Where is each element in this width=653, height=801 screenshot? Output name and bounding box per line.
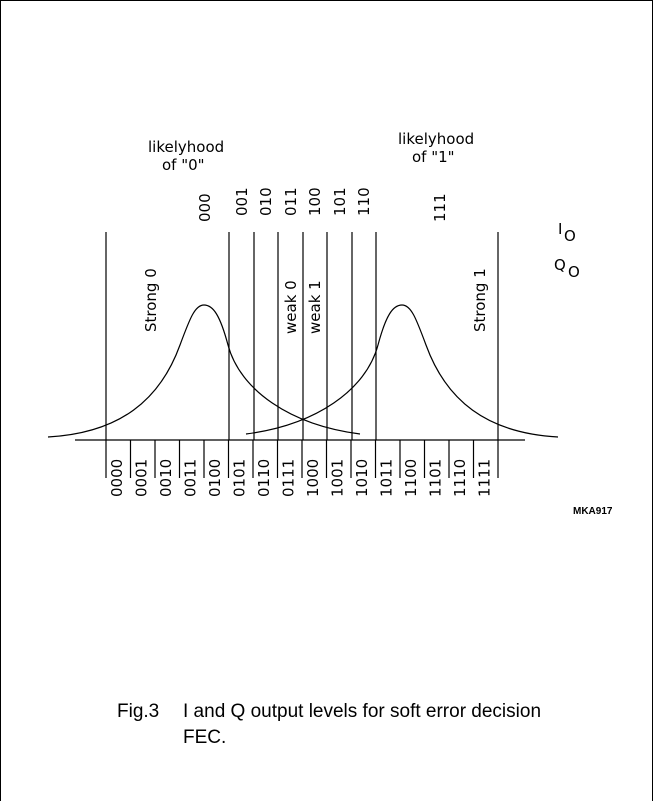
- caption-number: Fig.3: [117, 701, 160, 722]
- bottom-code-0001: 0001: [133, 459, 151, 497]
- bottom-code-0110: 0110: [255, 459, 273, 497]
- top-code-100: 100: [306, 187, 324, 216]
- top-code-101: 101: [331, 187, 349, 216]
- q0-label: Q: [554, 256, 566, 274]
- bottom-code-1001: 1001: [329, 459, 347, 497]
- bottom-code-0010: 0010: [157, 459, 175, 497]
- bottom-code-1011: 1011: [378, 459, 396, 497]
- figure-caption: Fig.3 I and Q output levels for soft erro…: [117, 699, 587, 751]
- likelyhood-one-line2: of "1": [412, 148, 455, 166]
- bottom-code-0011: 0011: [182, 459, 200, 497]
- bottom-code-1100: 1100: [402, 459, 420, 497]
- bottom-code-1101: 1101: [427, 459, 445, 497]
- top-code-011: 011: [282, 187, 300, 216]
- i0-subscript: O: [564, 227, 576, 245]
- top-code-111: 111: [431, 193, 449, 222]
- top-code-110: 110: [355, 187, 373, 216]
- strong1-label: Strong 1: [471, 268, 489, 332]
- top-code-001: 001: [233, 187, 251, 216]
- bottom-ticks: [105, 440, 499, 478]
- bottom-code-1010: 1010: [353, 459, 371, 497]
- q0-subscript: O: [568, 263, 580, 281]
- bottom-code-0111: 0111: [280, 459, 298, 497]
- top-code-labels: 000 001 010 011 100 101 110 111: [196, 187, 449, 222]
- reference-code: MKA917: [573, 506, 613, 517]
- weak1-label: weak 1: [306, 280, 324, 334]
- likelihood-curve-one: [245, 304, 559, 438]
- bottom-code-0101: 0101: [231, 459, 249, 497]
- i0-label: I: [558, 220, 562, 238]
- bottom-code-0100: 0100: [206, 459, 224, 497]
- weak0-label: weak 0: [282, 280, 300, 334]
- strong0-label: Strong 0: [142, 268, 160, 332]
- top-code-010: 010: [257, 187, 275, 216]
- caption-text: I and Q output levels for soft error dec…: [183, 701, 542, 748]
- bottom-code-1000: 1000: [304, 459, 322, 497]
- bottom-code-labels: 0000 0001 0010 0011 0100 0101 0110 0111 1000 1001…: [108, 459, 494, 497]
- likelyhood-zero-line2: of "0": [162, 156, 205, 174]
- bottom-code-1110: 1110: [451, 459, 469, 497]
- top-code-000: 000: [196, 193, 214, 222]
- bottom-code-0000: 0000: [108, 459, 126, 497]
- bottom-code-1111: 1111: [476, 459, 494, 497]
- likelyhood-one-line1: likelyhood: [398, 130, 474, 148]
- likelihood-curve-zero: [47, 304, 361, 438]
- likelyhood-zero-line1: likelyhood: [148, 138, 224, 156]
